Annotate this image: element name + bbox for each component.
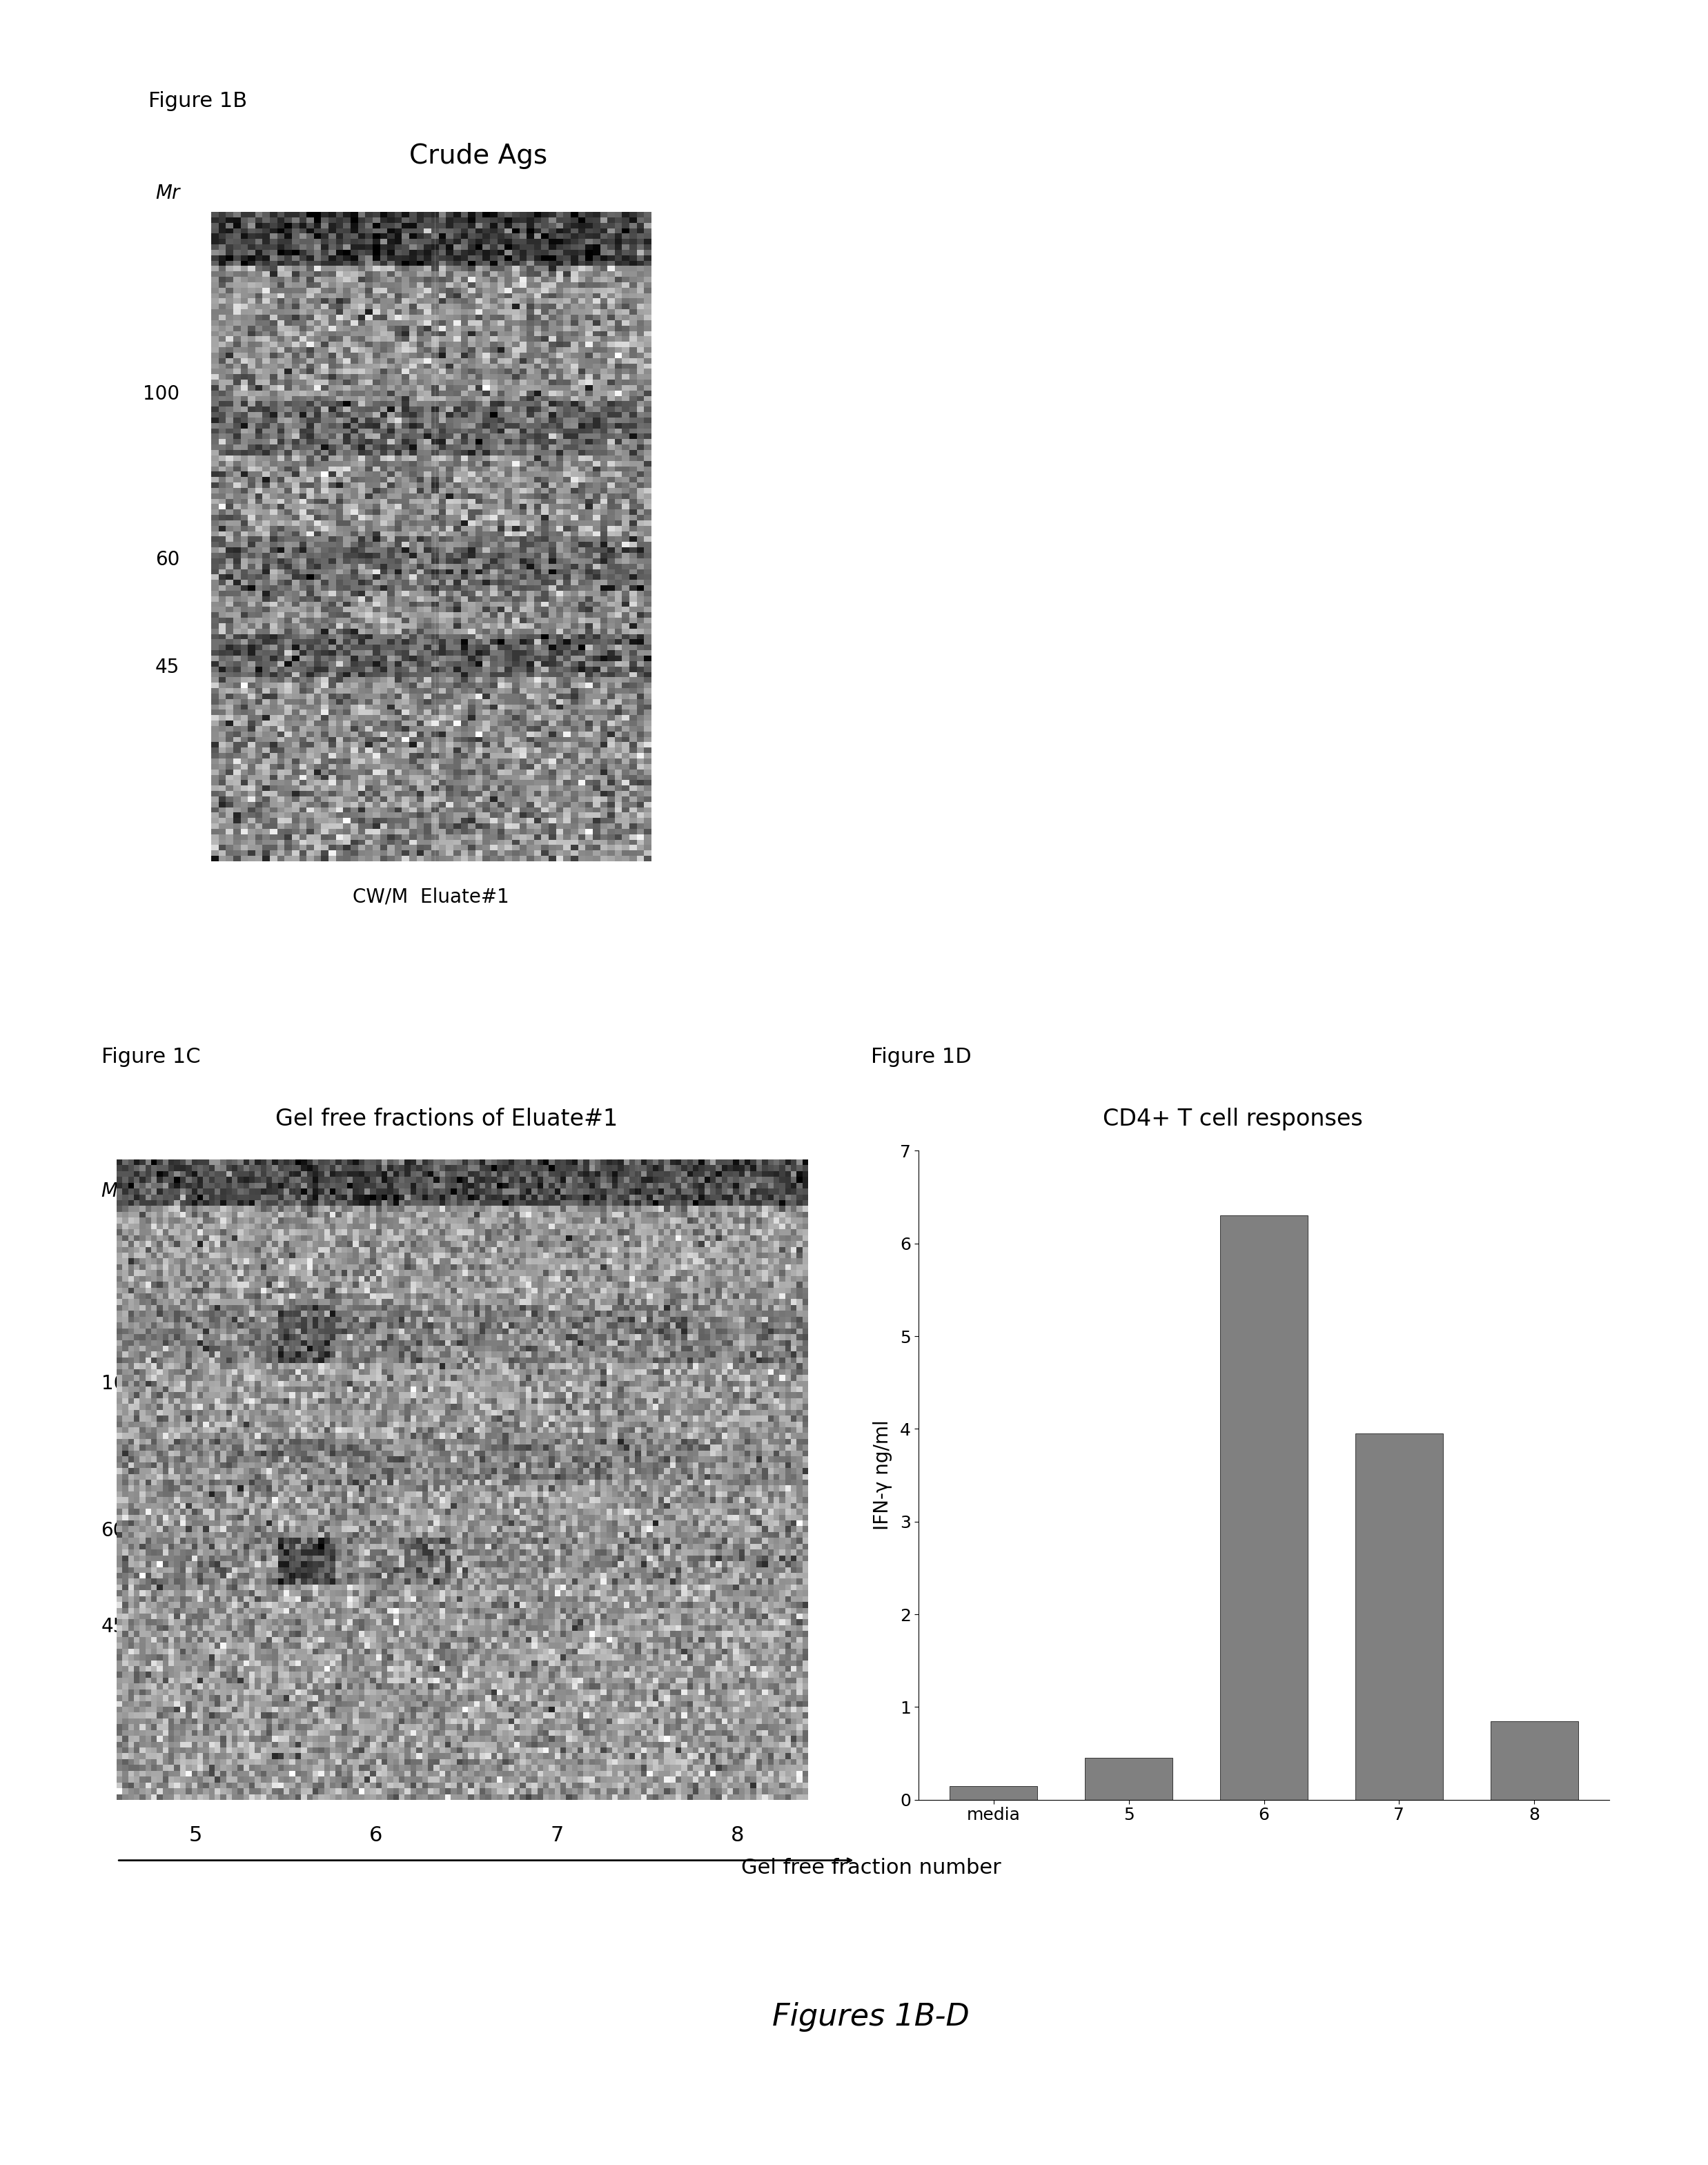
Text: Figure 1B: Figure 1B	[149, 91, 248, 110]
Text: Figure 1D: Figure 1D	[871, 1048, 972, 1067]
Text: Crude Ags: Crude Ags	[410, 143, 547, 169]
Text: 8: 8	[731, 1825, 745, 1847]
Text: 60: 60	[155, 550, 179, 569]
Text: 6: 6	[369, 1825, 383, 1847]
Text: 7: 7	[550, 1825, 564, 1847]
Text: 100: 100	[101, 1375, 138, 1394]
Text: Mr: Mr	[101, 1182, 125, 1202]
Text: Figure 1C: Figure 1C	[101, 1048, 200, 1067]
Text: 100: 100	[143, 385, 179, 405]
Text: CD4+ T cell responses: CD4+ T cell responses	[1102, 1108, 1363, 1130]
Text: CW/M  Eluate#1: CW/M Eluate#1	[354, 888, 509, 907]
Text: 45: 45	[101, 1617, 125, 1637]
Text: 45: 45	[155, 658, 179, 678]
Text: 5: 5	[188, 1825, 202, 1847]
Text: Figures 1B-D: Figures 1B-D	[772, 2003, 970, 2031]
Text: Gel free fraction number: Gel free fraction number	[741, 1858, 1001, 1877]
Text: Gel free fractions of Eluate#1: Gel free fractions of Eluate#1	[275, 1108, 618, 1130]
Text: Mr: Mr	[155, 184, 179, 204]
Text: 60: 60	[101, 1522, 125, 1541]
